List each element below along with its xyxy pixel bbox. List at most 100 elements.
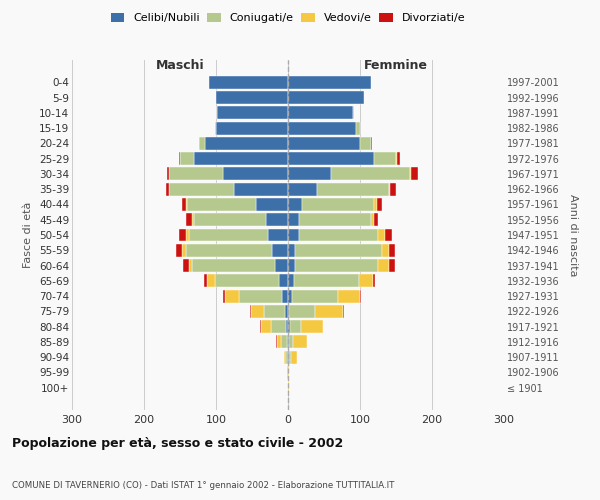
Bar xyxy=(397,152,400,165)
Bar xyxy=(205,137,288,150)
Y-axis label: Anni di nascita: Anni di nascita xyxy=(568,194,578,276)
Bar xyxy=(288,290,292,302)
Bar xyxy=(288,274,294,287)
Bar xyxy=(389,244,395,256)
Bar xyxy=(385,228,392,241)
Bar xyxy=(288,228,299,241)
Bar xyxy=(223,290,224,302)
Bar xyxy=(281,336,287,348)
Bar xyxy=(288,152,374,165)
Bar xyxy=(288,168,331,180)
Bar xyxy=(371,137,372,150)
Bar xyxy=(215,122,216,134)
Bar xyxy=(374,152,396,165)
Bar xyxy=(266,214,288,226)
Bar xyxy=(169,168,223,180)
Bar xyxy=(179,152,180,165)
Bar xyxy=(288,122,356,134)
Bar xyxy=(390,182,396,196)
Bar xyxy=(289,350,291,364)
Bar xyxy=(288,320,290,333)
Bar xyxy=(216,122,288,134)
Bar xyxy=(288,198,302,211)
Bar xyxy=(167,168,169,180)
Bar xyxy=(250,305,251,318)
Bar xyxy=(288,350,289,364)
Bar xyxy=(331,168,410,180)
Bar xyxy=(292,290,338,302)
Bar xyxy=(286,320,288,333)
Bar xyxy=(411,168,418,180)
Bar xyxy=(216,91,288,104)
Bar xyxy=(389,182,390,196)
Bar xyxy=(182,244,186,256)
Bar xyxy=(224,290,239,302)
Bar xyxy=(287,336,288,348)
Bar xyxy=(288,244,295,256)
Bar xyxy=(239,290,282,302)
Bar xyxy=(215,274,280,287)
Bar xyxy=(293,336,307,348)
Bar xyxy=(410,168,411,180)
Bar xyxy=(382,244,389,256)
Bar xyxy=(268,228,288,241)
Bar xyxy=(287,350,288,364)
Bar xyxy=(223,168,288,180)
Bar xyxy=(169,182,234,196)
Bar xyxy=(289,336,293,348)
Bar xyxy=(209,76,288,89)
Bar xyxy=(295,259,378,272)
Bar xyxy=(186,198,187,211)
Bar xyxy=(277,336,281,348)
Bar xyxy=(285,350,287,364)
Bar xyxy=(187,228,188,241)
Bar xyxy=(299,228,378,241)
Bar xyxy=(288,76,371,89)
Bar xyxy=(183,259,188,272)
Bar xyxy=(317,182,389,196)
Text: Femmine: Femmine xyxy=(364,58,428,71)
Bar xyxy=(194,152,288,165)
Bar xyxy=(288,137,360,150)
Bar xyxy=(186,244,272,256)
Bar xyxy=(378,228,385,241)
Y-axis label: Fasce di età: Fasce di età xyxy=(23,202,34,268)
Bar xyxy=(188,259,192,272)
Bar xyxy=(359,274,373,287)
Bar xyxy=(374,198,377,211)
Bar xyxy=(192,214,194,226)
Bar xyxy=(288,336,289,348)
Bar xyxy=(373,274,375,287)
Bar xyxy=(288,381,289,394)
Bar xyxy=(353,106,354,120)
Bar xyxy=(282,290,288,302)
Bar xyxy=(234,182,288,196)
Bar xyxy=(389,259,395,272)
Bar xyxy=(194,214,266,226)
Bar xyxy=(188,228,268,241)
Bar xyxy=(288,91,364,104)
Bar xyxy=(260,320,271,333)
Bar xyxy=(396,152,397,165)
Bar xyxy=(290,320,301,333)
Bar xyxy=(288,366,289,379)
Bar xyxy=(275,259,288,272)
Bar xyxy=(338,290,360,302)
Bar xyxy=(302,198,374,211)
Bar xyxy=(360,290,361,302)
Bar xyxy=(287,366,288,379)
Bar xyxy=(288,106,353,120)
Bar xyxy=(289,305,314,318)
Text: COMUNE DI TAVERNERIO (CO) - Dati ISTAT 1° gennaio 2002 - Elaborazione TUTTITALIA: COMUNE DI TAVERNERIO (CO) - Dati ISTAT 1… xyxy=(12,481,394,490)
Bar xyxy=(180,152,194,165)
Bar xyxy=(271,320,286,333)
Bar xyxy=(166,182,169,196)
Bar xyxy=(192,259,275,272)
Bar xyxy=(371,214,374,226)
Text: Popolazione per età, sesso e stato civile - 2002: Popolazione per età, sesso e stato civil… xyxy=(12,437,343,450)
Bar xyxy=(256,198,288,211)
Legend: Celibi/Nubili, Coniugati/e, Vedovi/e, Divorziati/e: Celibi/Nubili, Coniugati/e, Vedovi/e, Di… xyxy=(106,8,470,28)
Bar xyxy=(288,305,289,318)
Bar xyxy=(356,122,360,134)
Bar xyxy=(251,305,263,318)
